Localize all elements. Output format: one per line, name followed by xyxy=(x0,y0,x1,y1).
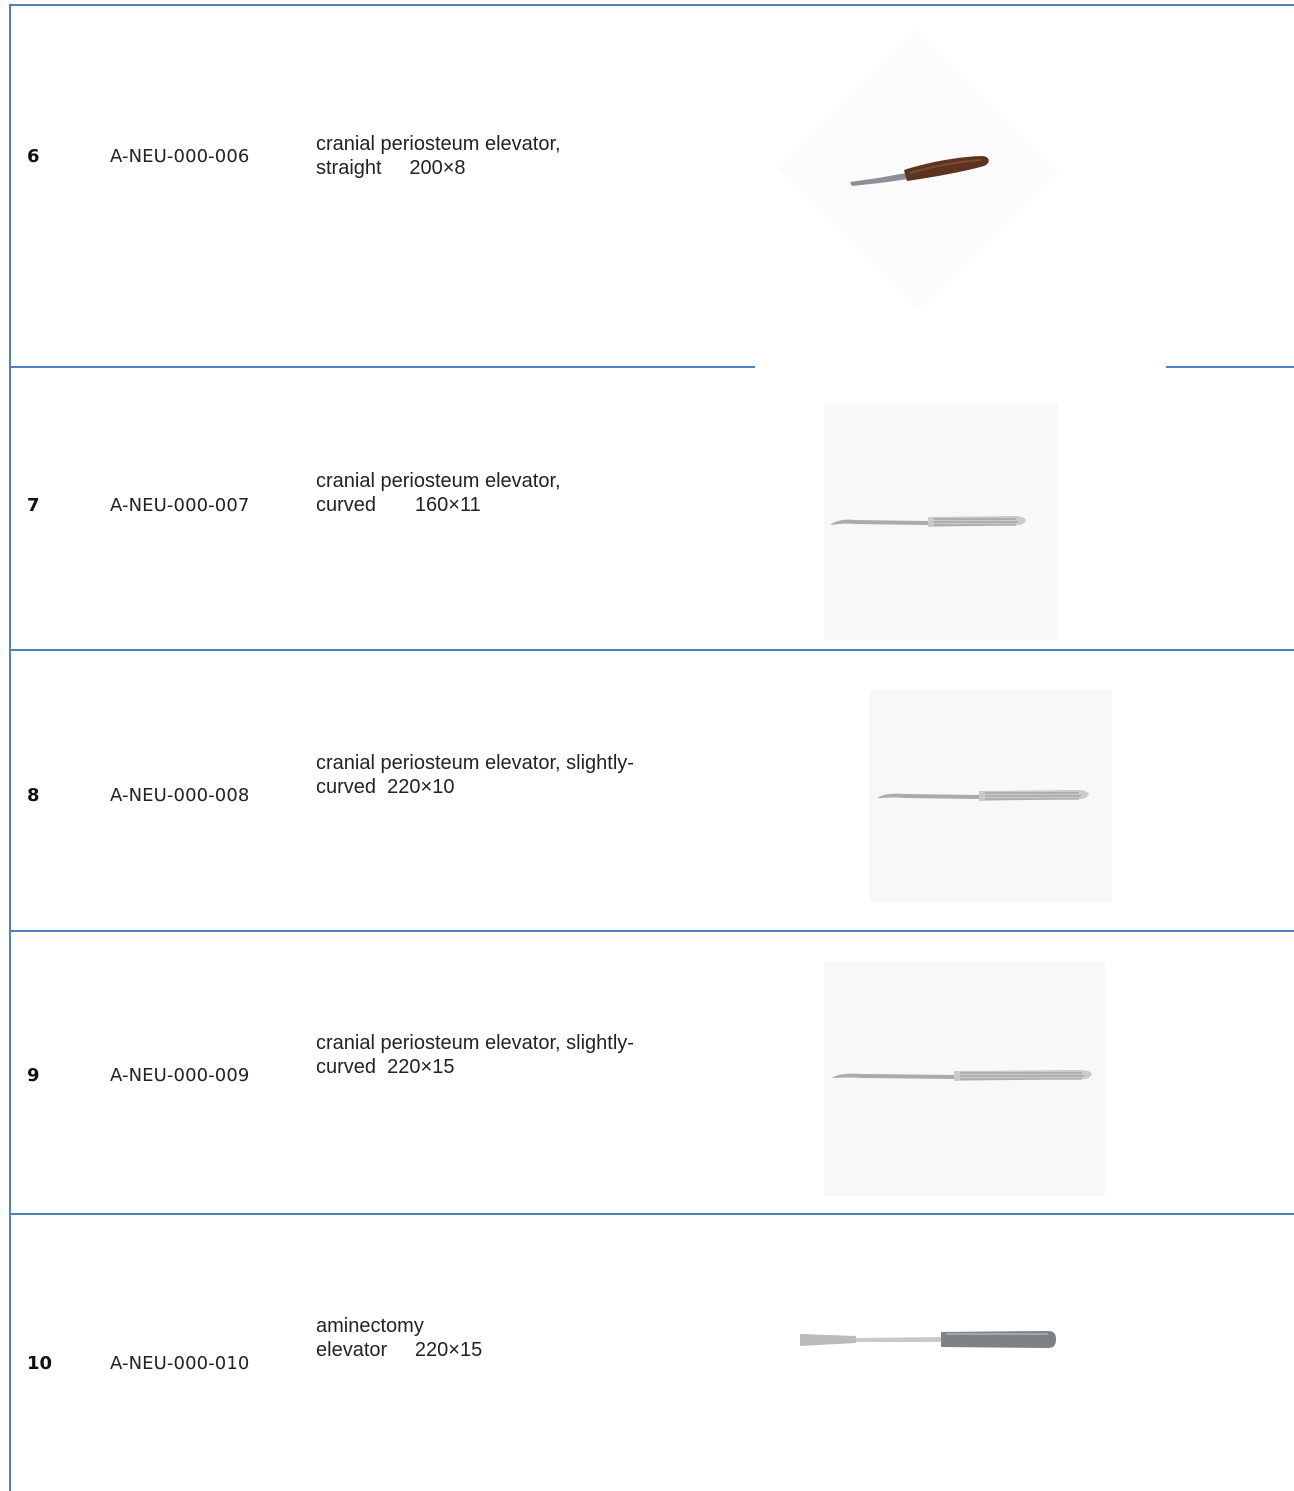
description-line: cranial periosteum elevator, slightly- xyxy=(316,752,634,774)
description-line: elevator 220×15 xyxy=(316,1339,483,1361)
description-line: cranial periosteum elevator, slightly- xyxy=(316,1032,634,1054)
item-code: A-NEU-000-009 xyxy=(110,1065,250,1086)
periosteum-elevator-slightly-curved-photo xyxy=(824,962,1105,1196)
item-number: 10 xyxy=(27,1353,53,1374)
item-number: 8 xyxy=(27,785,40,806)
item-code: A-NEU-000-006 xyxy=(110,146,250,167)
periosteum-elevator-slightly-curved-photo xyxy=(869,690,1112,902)
item-number: 7 xyxy=(27,495,40,516)
item-number: 9 xyxy=(27,1065,40,1086)
table-left-border xyxy=(9,4,11,1491)
description-line: curved 220×15 xyxy=(316,1056,455,1078)
item-description: cranial periosteum elevator, slightly- c… xyxy=(316,751,634,799)
periosteum-elevator-curved-photo xyxy=(824,403,1058,640)
row-divider xyxy=(9,930,1294,932)
row-divider xyxy=(9,366,755,368)
item-number: 6 xyxy=(27,146,40,167)
description-line: curved 160×11 xyxy=(316,494,481,516)
description-line: straight 200×8 xyxy=(316,157,466,179)
item-description: cranial periosteum elevator, curved 160×… xyxy=(316,469,561,517)
item-description: cranial periosteum elevator, straight 20… xyxy=(316,132,561,180)
item-description: cranial periosteum elevator, slightly- c… xyxy=(316,1031,634,1079)
description-line: curved 220×10 xyxy=(316,776,455,798)
table-top-border xyxy=(9,4,1294,6)
periosteum-elevator-wood-handle-photo xyxy=(778,30,1058,310)
row-divider xyxy=(1166,366,1294,368)
item-code: A-NEU-000-008 xyxy=(110,785,250,806)
item-code: A-NEU-000-007 xyxy=(110,495,250,516)
description-line: cranial periosteum elevator, xyxy=(316,470,561,492)
description-line: cranial periosteum elevator, xyxy=(316,133,561,155)
item-description: aminectomy elevator 220×15 xyxy=(316,1314,482,1362)
row-divider xyxy=(9,649,1294,651)
item-code: A-NEU-000-010 xyxy=(110,1353,250,1374)
description-line: aminectomy xyxy=(316,1315,424,1337)
row-divider xyxy=(9,1213,1294,1215)
laminectomy-elevator-photo xyxy=(800,1331,1056,1348)
